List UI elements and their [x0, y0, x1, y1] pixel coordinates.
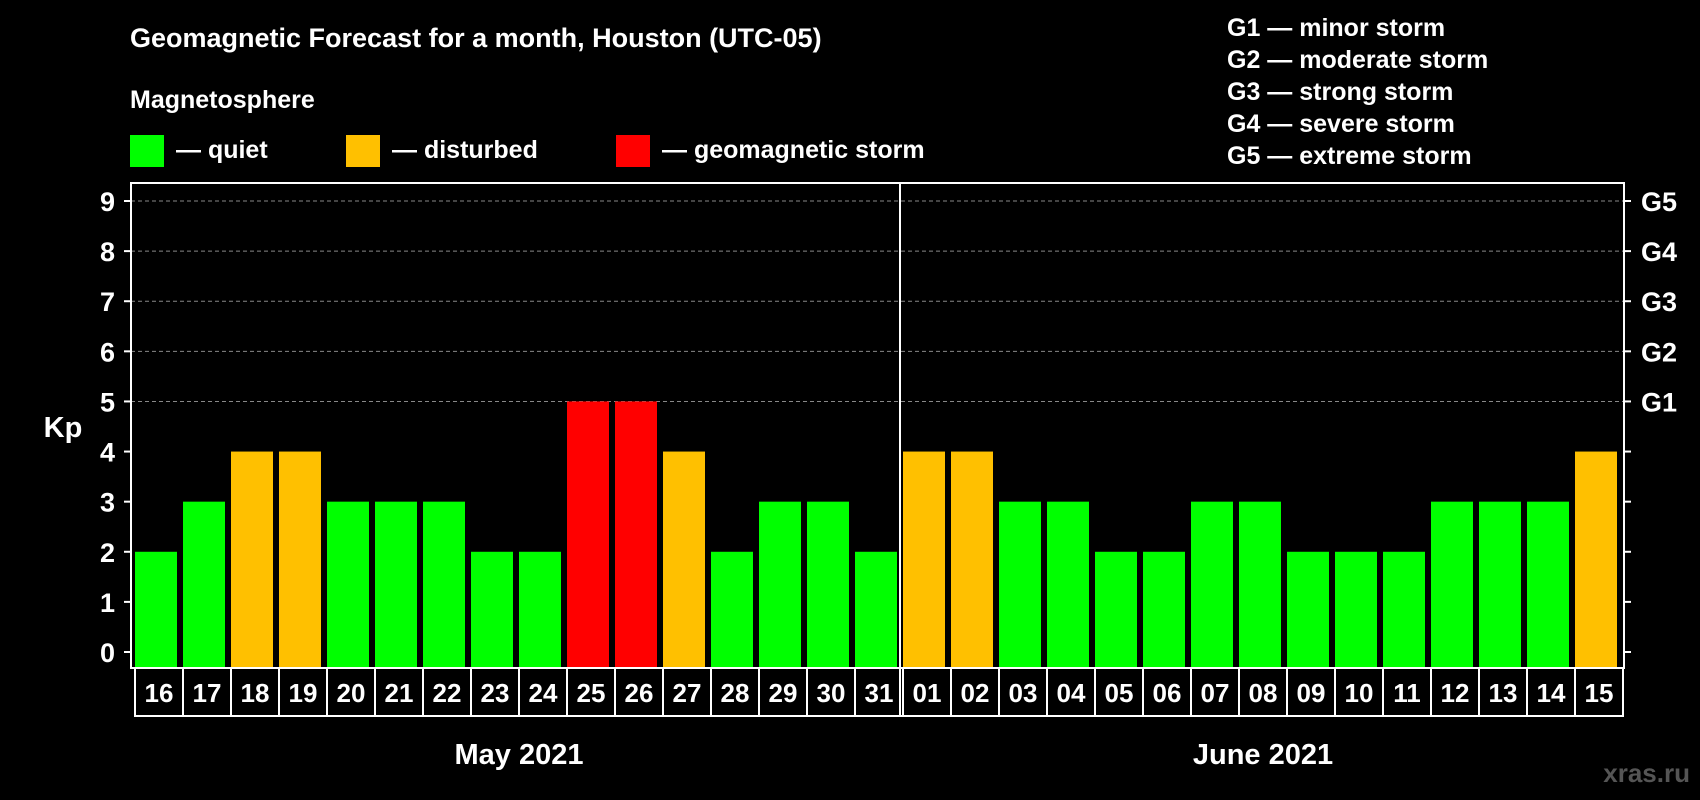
watermark: xras.ru	[1603, 758, 1690, 788]
x-tick-label-08-23: 08	[1249, 678, 1278, 708]
legend-label-0: — quiet	[176, 136, 268, 164]
x-tick-label-14-29: 14	[1537, 678, 1566, 708]
storm-level-label-G4: G4	[1641, 237, 1677, 267]
bar-29-13	[759, 501, 801, 667]
y-tick-label-3: 3	[100, 488, 115, 518]
x-tick-label-30-14: 30	[817, 678, 846, 708]
x-tick-label-26-10: 26	[625, 678, 654, 708]
legend: — quiet — disturbed — geomagnetic storm	[130, 135, 925, 167]
date-axis-box	[134, 667, 1624, 717]
legend-title: Magnetosphere	[130, 86, 315, 114]
bar-05-20	[1095, 551, 1137, 667]
x-tick-label-13-28: 13	[1489, 678, 1518, 708]
bar-04-19	[1047, 501, 1089, 667]
month-label-1: June 2021	[1193, 739, 1333, 771]
x-tick-label-03-18: 03	[1009, 678, 1038, 708]
y-tick-label-5: 5	[100, 387, 115, 417]
bar-26-10	[615, 401, 657, 667]
x-tick-label-24-8: 24	[529, 678, 558, 708]
x-tick-label-25-9: 25	[577, 678, 606, 708]
storm-scale-legend: G1 — minor storm G2 — moderate storm G3 — …	[1227, 14, 1488, 170]
storm-level-label-G1: G1	[1641, 387, 1677, 417]
bar-07-22	[1191, 501, 1233, 667]
bar-27-11	[663, 451, 705, 667]
y-tick-label-8: 8	[100, 237, 115, 267]
storm-level-label-G3: G3	[1641, 287, 1677, 317]
x-tick-label-02-17: 02	[961, 678, 990, 708]
chart-title: Geomagnetic Forecast for a month, Housto…	[130, 23, 822, 53]
bar-16-0	[135, 551, 177, 667]
x-tick-label-18-2: 18	[241, 678, 270, 708]
x-tick-label-28-12: 28	[721, 678, 750, 708]
x-tick-label-22-6: 22	[433, 678, 462, 708]
bar-10-25	[1335, 551, 1377, 667]
legend-label-2: — geomagnetic storm	[662, 136, 925, 164]
bar-19-3	[279, 451, 321, 667]
x-tick-label-21-5: 21	[385, 678, 414, 708]
bar-14-29	[1527, 501, 1569, 667]
bar-08-23	[1239, 501, 1281, 667]
x-tick-label-11-26: 11	[1393, 678, 1421, 708]
x-tick-label-06-21: 06	[1153, 678, 1182, 708]
storm-legend-item-1: G2 — moderate storm	[1227, 46, 1488, 74]
x-tick-label-16-0: 16	[145, 678, 174, 708]
bar-17-1	[183, 501, 225, 667]
bar-20-4	[327, 501, 369, 667]
storm-legend-item-2: G3 — strong storm	[1227, 78, 1453, 106]
x-tick-label-07-22: 07	[1201, 678, 1230, 708]
storm-level-label-G5: G5	[1641, 187, 1677, 217]
storm-legend-item-3: G4 — severe storm	[1227, 110, 1455, 138]
x-tick-label-15-30: 15	[1585, 678, 1614, 708]
x-tick-label-12-27: 12	[1441, 678, 1470, 708]
legend-swatch-2	[616, 135, 650, 167]
bar-01-16	[903, 451, 945, 667]
y-tick-label-7: 7	[100, 287, 115, 317]
bar-13-28	[1479, 501, 1521, 667]
bar-30-14	[807, 501, 849, 667]
month-label-0: May 2021	[455, 739, 584, 771]
legend-label-1: — disturbed	[392, 136, 538, 164]
x-tick-label-05-20: 05	[1105, 678, 1134, 708]
y-tick-label-4: 4	[100, 438, 115, 468]
y-axis-label: Kp	[44, 412, 83, 444]
x-tick-label-01-16: 01	[913, 678, 942, 708]
bar-25-9	[567, 401, 609, 667]
bar-24-8	[519, 551, 561, 667]
legend-swatch-1	[346, 135, 380, 167]
x-tick-label-04-19: 04	[1057, 678, 1086, 708]
y-tick-label-0: 0	[100, 638, 115, 668]
x-tick-label-23-7: 23	[481, 678, 510, 708]
bar-06-21	[1143, 551, 1185, 667]
x-tick-label-17-1: 17	[193, 678, 222, 708]
x-tick-label-31-15: 31	[865, 678, 894, 708]
bar-15-30	[1575, 451, 1617, 667]
storm-level-label-G2: G2	[1641, 337, 1677, 367]
bar-22-6	[423, 501, 465, 667]
bar-03-18	[999, 501, 1041, 667]
y-tick-label-2: 2	[100, 538, 115, 568]
storm-legend-item-0: G1 — minor storm	[1227, 14, 1445, 42]
bar-31-15	[855, 551, 897, 667]
legend-swatch-0	[130, 135, 164, 167]
x-tick-label-19-3: 19	[289, 678, 318, 708]
bar-23-7	[471, 551, 513, 667]
y-tick-label-1: 1	[100, 588, 115, 618]
x-tick-label-29-13: 29	[769, 678, 798, 708]
storm-legend-item-4: G5 — extreme storm	[1227, 142, 1472, 170]
x-tick-label-20-4: 20	[337, 678, 366, 708]
bar-28-12	[711, 551, 753, 667]
bar-21-5	[375, 501, 417, 667]
bar-02-17	[951, 451, 993, 667]
y-tick-label-9: 9	[100, 187, 115, 217]
x-tick-label-09-24: 09	[1297, 678, 1326, 708]
bar-18-2	[231, 451, 273, 667]
bar-09-24	[1287, 551, 1329, 667]
x-tick-label-27-11: 27	[673, 678, 702, 708]
bar-11-26	[1383, 551, 1425, 667]
x-tick-label-10-25: 10	[1345, 678, 1374, 708]
bar-12-27	[1431, 501, 1473, 667]
y-tick-label-6: 6	[100, 337, 115, 367]
